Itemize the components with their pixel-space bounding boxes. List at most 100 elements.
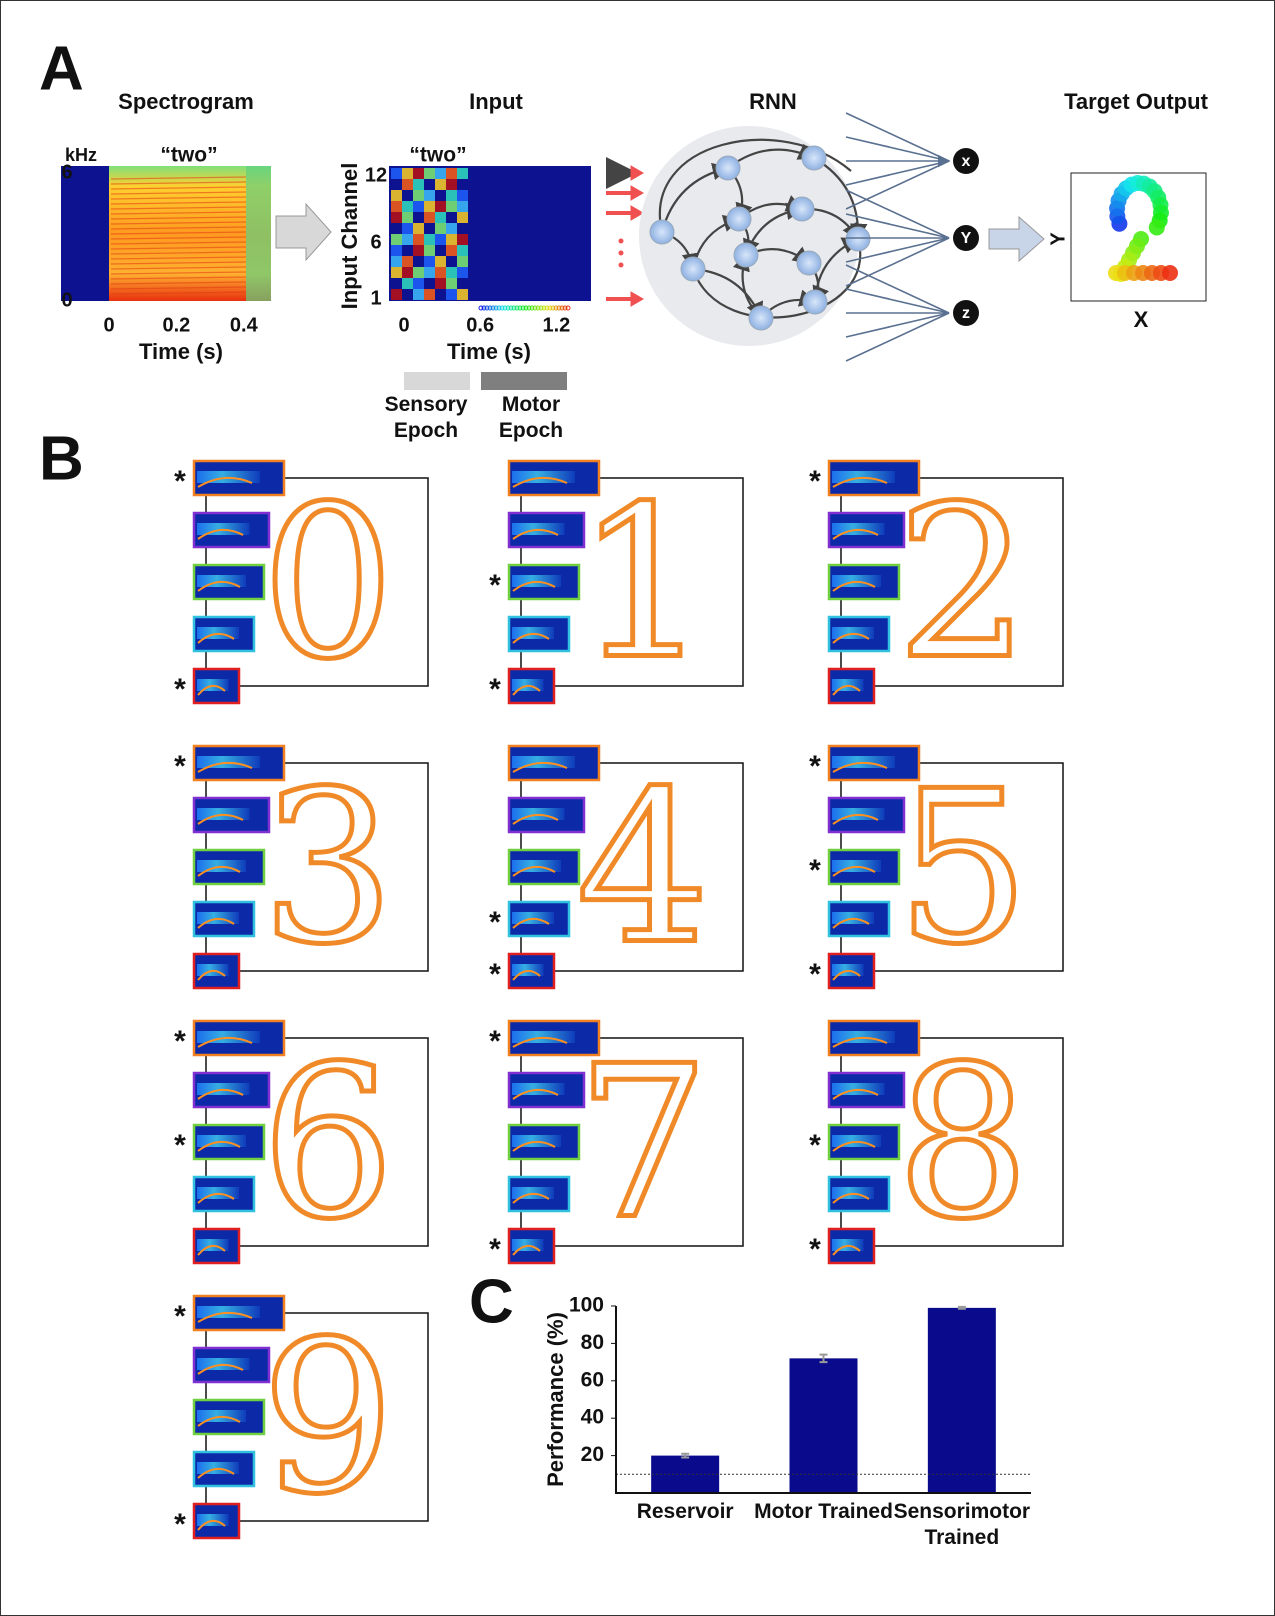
y-label: Performance (%) bbox=[543, 1312, 568, 1487]
input-cell bbox=[446, 245, 457, 256]
digit-cell: **7 bbox=[489, 1021, 743, 1266]
digit-cell: *3 bbox=[174, 746, 428, 991]
time-scale bbox=[479, 306, 570, 310]
readout-line bbox=[846, 161, 949, 209]
input-cell bbox=[435, 278, 446, 289]
input-cell bbox=[391, 190, 402, 201]
title: Input bbox=[469, 89, 523, 114]
handwritten-digit: 7 bbox=[576, 1021, 710, 1266]
input-cell bbox=[435, 201, 446, 212]
input-cell bbox=[391, 234, 402, 245]
y-label: Input Channel bbox=[337, 163, 362, 310]
input-cell bbox=[457, 234, 468, 245]
handwritten-digit: 4 bbox=[576, 746, 710, 991]
input-cell bbox=[391, 289, 402, 300]
y-tick-label: 1 bbox=[370, 287, 381, 309]
readout-line bbox=[846, 289, 949, 313]
x-tick-label: 0.6 bbox=[466, 314, 494, 336]
input-cell bbox=[402, 278, 413, 289]
x-tick-label: Reservoir bbox=[605, 1499, 765, 1525]
digit-cell: **6 bbox=[174, 1021, 428, 1266]
input-cell bbox=[413, 267, 424, 278]
input-cell bbox=[457, 289, 468, 300]
x-tick-label: Motor Trained bbox=[744, 1499, 904, 1525]
input-cell bbox=[413, 223, 424, 234]
outputs: xYz bbox=[953, 148, 979, 326]
y-tick-label: 40 bbox=[581, 1406, 604, 1429]
digit-cell: **4 bbox=[489, 746, 743, 991]
asterisk: * bbox=[174, 673, 186, 706]
handwritten-digit: 8 bbox=[896, 1021, 1030, 1266]
input-cell bbox=[424, 212, 435, 223]
asterisk: * bbox=[809, 465, 821, 498]
y-tick-label: 100 bbox=[569, 1294, 604, 1317]
input-cell bbox=[446, 223, 457, 234]
x-tick-label: 1.2 bbox=[542, 314, 570, 336]
x-tick-label: 0.2 bbox=[162, 314, 190, 336]
spectrogram-blank bbox=[61, 166, 109, 301]
word: “two” bbox=[160, 144, 217, 167]
x-tick-label: 0.4 bbox=[230, 314, 259, 336]
y-tick-label: 80 bbox=[581, 1331, 604, 1354]
x-tick-label: Sensorimotor Trained bbox=[882, 1499, 1042, 1552]
digit-cell: ***5 bbox=[809, 746, 1063, 991]
digit-cell: **9 bbox=[174, 1296, 428, 1541]
input-cell bbox=[457, 212, 468, 223]
input-cell bbox=[413, 190, 424, 201]
rnn-unit bbox=[749, 306, 773, 330]
digit-cell: **1 bbox=[489, 461, 743, 706]
title: Target Output bbox=[1064, 89, 1208, 114]
input-cell bbox=[435, 267, 446, 278]
word: “two” bbox=[409, 144, 466, 167]
input-cell bbox=[424, 190, 435, 201]
handwritten-digit: 2 bbox=[896, 461, 1030, 706]
handwritten-digit: 3 bbox=[261, 746, 395, 991]
handwritten-digit: 6 bbox=[261, 1021, 395, 1266]
y-tick-label: 0 bbox=[61, 289, 72, 311]
input-cell bbox=[435, 256, 446, 267]
asterisk: * bbox=[174, 1300, 186, 1333]
title: Spectrogram bbox=[118, 89, 254, 114]
epoch-label: Motor Epoch bbox=[476, 392, 586, 445]
rnn-unit bbox=[734, 243, 758, 267]
readout-line bbox=[846, 313, 949, 361]
input-cell bbox=[435, 234, 446, 245]
input-cell bbox=[402, 201, 413, 212]
input-cell bbox=[413, 245, 424, 256]
figure-svg: A Spectrogram Input RNN Target Output kH… bbox=[1, 1, 1274, 1615]
handwritten-digit: 1 bbox=[576, 461, 710, 706]
digit-cell: *2 bbox=[809, 461, 1063, 706]
spectrogram-tail bbox=[246, 166, 271, 301]
panel-label: A bbox=[39, 34, 84, 103]
output-label: x bbox=[962, 153, 971, 170]
rnn-unit bbox=[797, 251, 821, 275]
rnn-unit bbox=[650, 220, 674, 244]
asterisk: * bbox=[809, 1233, 821, 1266]
input-cell bbox=[424, 256, 435, 267]
input-cell bbox=[446, 201, 457, 212]
output-label: Y bbox=[961, 230, 972, 247]
rnn-unit bbox=[790, 197, 814, 221]
input-cell bbox=[446, 234, 457, 245]
handwritten-digit: 5 bbox=[896, 746, 1030, 991]
input-cell bbox=[446, 278, 457, 289]
error-bar bbox=[958, 1307, 966, 1309]
input-cell bbox=[457, 168, 468, 179]
target-dot bbox=[1149, 219, 1165, 235]
digit-cell: **8 bbox=[809, 1021, 1063, 1266]
figure: A Spectrogram Input RNN Target Output kH… bbox=[0, 0, 1275, 1616]
readout-line bbox=[846, 265, 949, 313]
y-label: Y bbox=[1047, 232, 1069, 246]
handwritten-digit: 0 bbox=[261, 461, 395, 706]
y-tick-label: 12 bbox=[365, 164, 387, 186]
input-cell bbox=[424, 168, 435, 179]
asterisk: * bbox=[174, 1025, 186, 1058]
asterisk: * bbox=[489, 958, 501, 991]
input-cell bbox=[391, 245, 402, 256]
rnn-unit bbox=[803, 290, 827, 314]
asterisk: * bbox=[174, 465, 186, 498]
readout-line bbox=[846, 137, 949, 161]
input-cell bbox=[402, 168, 413, 179]
panel-label: B bbox=[39, 424, 84, 493]
input-cell bbox=[446, 267, 457, 278]
